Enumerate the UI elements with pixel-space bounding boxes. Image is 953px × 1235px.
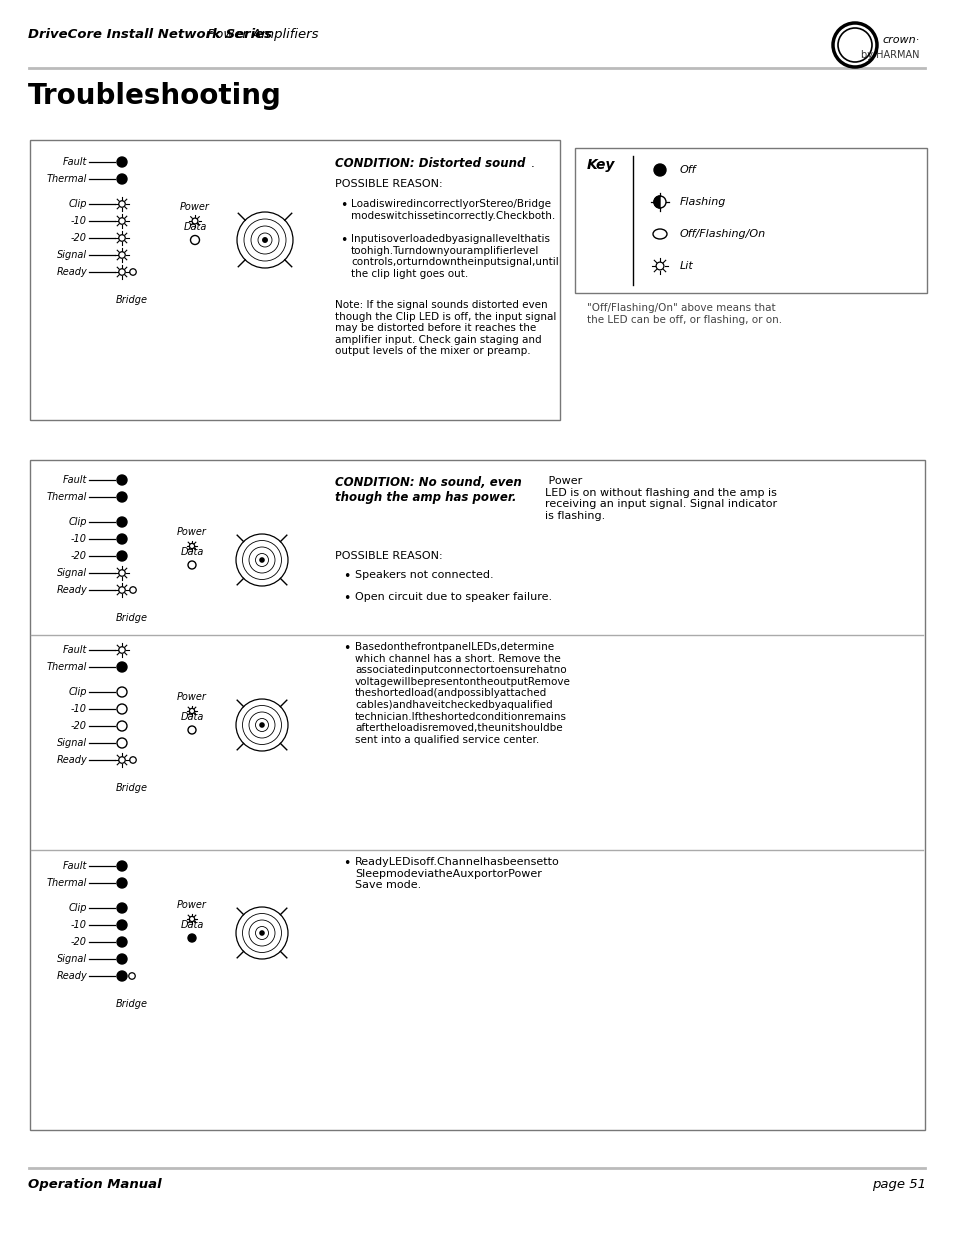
Text: -20: -20 — [71, 551, 87, 561]
Text: Bridge: Bridge — [116, 783, 148, 793]
Text: Inputisoverloadedbyasignallevelthatis
toohigh.Turndownyouramplifierlevel
control: Inputisoverloadedbyasignallevelthatis to… — [351, 233, 558, 279]
Text: Power: Power — [177, 527, 207, 537]
Text: LoadiswiredincorrectlyorStereo/Bridge
modeswitchissetincorrectly.Checkboth.: LoadiswiredincorrectlyorStereo/Bridge mo… — [351, 199, 555, 221]
Text: page 51: page 51 — [871, 1178, 925, 1191]
Text: Bridge: Bridge — [116, 999, 148, 1009]
Text: Key: Key — [586, 158, 615, 172]
Text: Signal: Signal — [57, 739, 87, 748]
Circle shape — [259, 722, 264, 727]
Text: •: • — [339, 233, 347, 247]
Text: Power
LED is on without flashing and the amp is
receiving an input signal. Signa: Power LED is on without flashing and the… — [544, 475, 777, 521]
Text: •: • — [343, 571, 350, 583]
Text: Clip: Clip — [69, 517, 87, 527]
Text: •: • — [343, 857, 350, 869]
Circle shape — [262, 238, 267, 242]
Text: Ready: Ready — [56, 971, 87, 981]
Text: Fault: Fault — [63, 861, 87, 871]
Text: CONDITION: Distorted sound: CONDITION: Distorted sound — [335, 157, 525, 170]
Text: Data: Data — [180, 920, 204, 930]
Text: Bridge: Bridge — [116, 613, 148, 622]
FancyBboxPatch shape — [30, 459, 924, 1130]
FancyBboxPatch shape — [30, 140, 559, 420]
Text: Data: Data — [180, 713, 204, 722]
Text: Signal: Signal — [57, 249, 87, 261]
Text: -10: -10 — [71, 216, 87, 226]
Text: Off/Flashing/On: Off/Flashing/On — [679, 228, 765, 240]
Text: Lit: Lit — [679, 261, 693, 270]
Text: Ready: Ready — [56, 267, 87, 277]
Circle shape — [259, 558, 264, 562]
Text: -10: -10 — [71, 534, 87, 543]
Text: Bridge: Bridge — [116, 295, 148, 305]
Text: -20: -20 — [71, 233, 87, 243]
Text: Clip: Clip — [69, 903, 87, 913]
Text: CONDITION: No sound, even
though the amp has power.: CONDITION: No sound, even though the amp… — [335, 475, 521, 504]
Circle shape — [117, 475, 127, 485]
Circle shape — [117, 534, 127, 543]
Text: Operation Manual: Operation Manual — [28, 1178, 161, 1191]
Text: Data: Data — [180, 547, 204, 557]
Text: •: • — [339, 199, 347, 212]
Text: BasedonthefrontpanelLEDs,determine
which channel has a short. Remove the
associa: BasedonthefrontpanelLEDs,determine which… — [355, 642, 570, 745]
Text: -20: -20 — [71, 721, 87, 731]
Text: Ready: Ready — [56, 755, 87, 764]
Text: Clip: Clip — [69, 199, 87, 209]
Circle shape — [117, 551, 127, 561]
Text: by HARMAN: by HARMAN — [861, 49, 919, 61]
Circle shape — [117, 492, 127, 501]
Circle shape — [117, 953, 127, 965]
Text: Power: Power — [177, 692, 207, 701]
Text: Fault: Fault — [63, 157, 87, 167]
Circle shape — [117, 157, 127, 167]
Text: Speakers not connected.: Speakers not connected. — [355, 571, 493, 580]
Text: Off: Off — [679, 165, 696, 175]
Text: Note: If the signal sounds distorted even
though the Clip LED is off, the input : Note: If the signal sounds distorted eve… — [335, 300, 556, 357]
Circle shape — [117, 662, 127, 672]
Text: Signal: Signal — [57, 953, 87, 965]
Text: Thermal: Thermal — [47, 878, 87, 888]
Polygon shape — [654, 196, 659, 207]
Text: Thermal: Thermal — [47, 492, 87, 501]
Text: Clip: Clip — [69, 687, 87, 697]
Text: Thermal: Thermal — [47, 662, 87, 672]
Circle shape — [117, 920, 127, 930]
Circle shape — [117, 174, 127, 184]
Text: Fault: Fault — [63, 645, 87, 655]
Text: Flashing: Flashing — [679, 198, 725, 207]
Text: -10: -10 — [71, 704, 87, 714]
Circle shape — [117, 971, 127, 981]
Text: Fault: Fault — [63, 475, 87, 485]
Circle shape — [117, 937, 127, 947]
Text: ReadyLEDisoff.Channelhasbeensetto
SleepmodeviatheAuxportorPower
Save mode.: ReadyLEDisoff.Channelhasbeensetto Sleepm… — [355, 857, 559, 890]
Text: Data: Data — [183, 222, 207, 232]
Text: •: • — [343, 642, 350, 655]
Text: •: • — [343, 592, 350, 605]
Circle shape — [117, 861, 127, 871]
Text: Open circuit due to speaker failure.: Open circuit due to speaker failure. — [355, 592, 552, 601]
Text: Troubleshooting: Troubleshooting — [28, 82, 281, 110]
Text: POSSIBLE REASON:: POSSIBLE REASON: — [335, 551, 442, 561]
Text: .: . — [531, 157, 535, 170]
Text: DriveCore Install Network Series: DriveCore Install Network Series — [28, 28, 272, 41]
Circle shape — [259, 931, 264, 935]
Text: Signal: Signal — [57, 568, 87, 578]
Text: POSSIBLE REASON:: POSSIBLE REASON: — [335, 179, 442, 189]
Circle shape — [188, 934, 195, 942]
Text: Power: Power — [177, 900, 207, 910]
Text: crown·: crown· — [882, 35, 919, 44]
Circle shape — [654, 164, 665, 177]
Text: Thermal: Thermal — [47, 174, 87, 184]
Text: Power: Power — [180, 203, 210, 212]
Circle shape — [117, 903, 127, 913]
Text: -10: -10 — [71, 920, 87, 930]
Circle shape — [117, 878, 127, 888]
Circle shape — [117, 517, 127, 527]
Text: "Off/Flashing/On" above means that
the LED can be off, or flashing, or on.: "Off/Flashing/On" above means that the L… — [586, 303, 781, 325]
FancyBboxPatch shape — [575, 148, 926, 293]
Text: Ready: Ready — [56, 585, 87, 595]
Text: -20: -20 — [71, 937, 87, 947]
Text: Power Amplifiers: Power Amplifiers — [203, 28, 318, 41]
